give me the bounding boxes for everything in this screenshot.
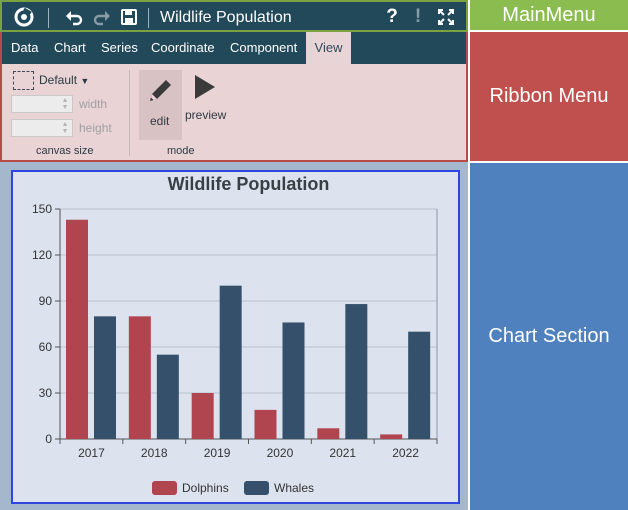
y-tick-label: 30 bbox=[39, 386, 53, 400]
ribbon-menu-region-label: Ribbon Menu bbox=[470, 32, 628, 161]
canvas-size-group-label: canvas size bbox=[36, 145, 94, 157]
app-logo-icon[interactable] bbox=[14, 7, 34, 27]
caret-down-icon: ▼ bbox=[80, 76, 90, 86]
edit-label: edit bbox=[150, 114, 170, 128]
canvas-preset-dropdown[interactable]: Default ▼ bbox=[39, 73, 90, 87]
increment-icon[interactable]: ▲ bbox=[61, 121, 69, 128]
bar-dolphins bbox=[380, 434, 403, 439]
y-tick-label: 90 bbox=[39, 294, 53, 308]
ribbon-panel: Default ▼ ▲ ▼ width ▲ ▼ height canvas si… bbox=[0, 64, 468, 162]
x-tick-label: 2017 bbox=[78, 446, 105, 460]
x-tick-label: 2021 bbox=[329, 446, 356, 460]
bar-chart: Wildlife Population 0 30 60 90 120 150 2017 2018… bbox=[32, 174, 438, 495]
width-label: width bbox=[79, 97, 108, 111]
bar-dolphins bbox=[191, 393, 214, 439]
canvas-height-input[interactable]: ▲ ▼ bbox=[11, 119, 73, 137]
bar-dolphins bbox=[254, 409, 277, 439]
bar-whales bbox=[94, 316, 116, 439]
play-icon[interactable] bbox=[193, 74, 217, 105]
mode-group-label: mode bbox=[167, 145, 195, 157]
x-tick-label: 2019 bbox=[204, 446, 231, 460]
canvas-width-input[interactable]: ▲ ▼ bbox=[11, 95, 73, 113]
height-label: height bbox=[79, 121, 112, 135]
undo-icon[interactable] bbox=[64, 7, 84, 27]
tab-view[interactable]: View bbox=[306, 32, 351, 64]
y-tick-label: 120 bbox=[32, 248, 52, 262]
y-tick-label: 150 bbox=[32, 202, 52, 216]
tab-coordinate[interactable]: Coordinate bbox=[151, 40, 215, 55]
bar-whales bbox=[345, 304, 368, 439]
toolbar-divider bbox=[148, 8, 149, 28]
legend-label-dolphins: Dolphins bbox=[182, 481, 229, 495]
main-menu-bar: Wildlife Population ? ! bbox=[0, 0, 468, 32]
x-tick-label: 2022 bbox=[392, 446, 419, 460]
bar-whales bbox=[408, 331, 431, 439]
main-menu-region-label: MainMenu bbox=[470, 0, 628, 30]
bar-whales bbox=[156, 354, 179, 439]
tab-component[interactable]: Component bbox=[230, 40, 298, 55]
y-tick-label: 0 bbox=[45, 432, 52, 446]
edit-mode-button[interactable]: edit bbox=[139, 70, 182, 140]
chart-section-region-label: Chart Section bbox=[470, 163, 628, 510]
bar-dolphins bbox=[66, 219, 88, 439]
legend-swatch-whales bbox=[244, 481, 269, 495]
ribbon-group-divider bbox=[129, 70, 130, 156]
canvas-size-icon bbox=[13, 71, 34, 90]
ribbon-tab-bar: Data Chart Series Coordinate Component V… bbox=[0, 32, 468, 64]
bar-dolphins bbox=[317, 428, 340, 439]
bar-whales bbox=[282, 322, 305, 439]
chart-title: Wildlife Population bbox=[168, 174, 330, 194]
redo-icon[interactable] bbox=[92, 7, 112, 27]
fullscreen-icon[interactable] bbox=[436, 7, 456, 27]
alert-icon[interactable]: ! bbox=[414, 6, 422, 27]
app-title: Wildlife Population bbox=[160, 9, 292, 26]
x-tick-label: 2020 bbox=[267, 446, 294, 460]
preview-label[interactable]: preview bbox=[185, 108, 227, 122]
toolbar-divider bbox=[48, 8, 49, 28]
legend-label-whales: Whales bbox=[274, 481, 314, 495]
pencil-icon bbox=[145, 76, 175, 111]
tab-chart[interactable]: Chart bbox=[54, 40, 86, 55]
decrement-icon[interactable]: ▼ bbox=[61, 104, 69, 111]
tab-series[interactable]: Series bbox=[101, 40, 138, 55]
x-tick-label: 2018 bbox=[141, 446, 168, 460]
y-tick-label: 60 bbox=[39, 340, 53, 354]
tab-data[interactable]: Data bbox=[11, 40, 39, 55]
legend-swatch-dolphins bbox=[152, 481, 177, 495]
bar-dolphins bbox=[128, 316, 151, 439]
chart-panel[interactable]: Wildlife Population 0 30 60 90 120 150 2017 2018… bbox=[11, 170, 460, 504]
increment-icon[interactable]: ▲ bbox=[61, 97, 69, 104]
save-icon[interactable] bbox=[119, 7, 139, 27]
decrement-icon[interactable]: ▼ bbox=[61, 128, 69, 135]
bar-whales bbox=[219, 285, 242, 439]
help-icon[interactable]: ? bbox=[386, 6, 398, 27]
